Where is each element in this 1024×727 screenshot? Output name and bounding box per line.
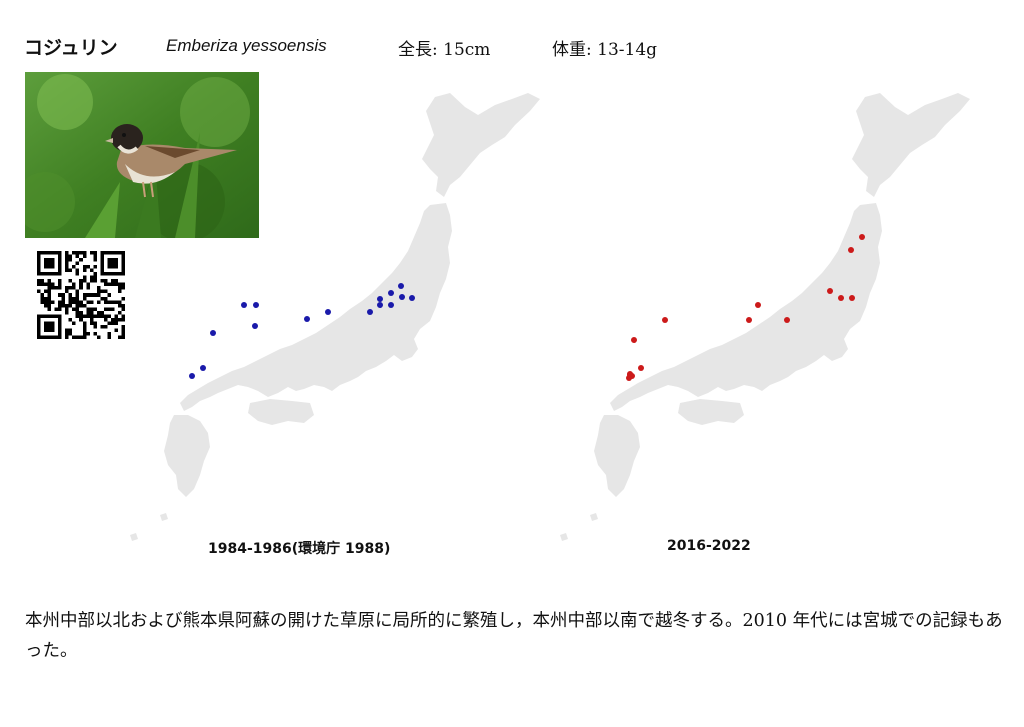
record-dot bbox=[755, 302, 761, 308]
record-dot bbox=[838, 295, 844, 301]
map-caption-2016-2022: 2016-2022 bbox=[667, 538, 751, 554]
species-name-scientific: Emberiza yessoensis bbox=[166, 36, 327, 55]
record-dot bbox=[377, 302, 383, 308]
record-dot bbox=[252, 323, 258, 329]
japan-map bbox=[130, 93, 540, 541]
record-dot bbox=[849, 295, 855, 301]
record-dot bbox=[398, 283, 404, 289]
record-dot bbox=[388, 302, 394, 308]
species-length: 全長: 15cm bbox=[398, 40, 491, 60]
species-name-japanese: コジュリン bbox=[24, 37, 118, 59]
record-dot bbox=[210, 330, 216, 336]
record-dot bbox=[253, 302, 259, 308]
species-description: 本州中部以北および熊本県阿蘇の開けた草原に局所的に繁殖し，本州中部以南で越冬する… bbox=[25, 611, 1003, 661]
land-region bbox=[560, 533, 568, 541]
record-dot bbox=[367, 309, 373, 315]
bird-photo bbox=[25, 72, 259, 238]
record-dot bbox=[662, 317, 668, 323]
record-dot bbox=[325, 309, 331, 315]
land-region bbox=[130, 533, 138, 541]
record-dot bbox=[409, 295, 415, 301]
record-dot bbox=[827, 288, 833, 294]
land-region bbox=[678, 399, 744, 425]
record-dot bbox=[848, 247, 854, 253]
record-dot bbox=[746, 317, 752, 323]
qr-code[interactable] bbox=[37, 251, 125, 339]
record-dot bbox=[241, 302, 247, 308]
land-region bbox=[248, 399, 314, 425]
land-region bbox=[180, 203, 452, 411]
record-dot bbox=[784, 317, 790, 323]
land-region bbox=[594, 415, 640, 497]
record-dot bbox=[859, 234, 865, 240]
japan-map bbox=[560, 93, 970, 541]
record-dot bbox=[304, 316, 310, 322]
distribution-map-2016-2022 bbox=[530, 85, 1000, 545]
map-caption-1984-1986: 1984-1986(環境庁 1988) bbox=[208, 541, 391, 557]
species-weight: 体重: 13-14g bbox=[552, 40, 658, 60]
record-dot bbox=[377, 296, 383, 302]
land-region bbox=[590, 513, 598, 521]
record-dot bbox=[638, 365, 644, 371]
land-region bbox=[852, 93, 970, 197]
record-dot bbox=[200, 365, 206, 371]
land-region bbox=[160, 513, 168, 521]
record-dot bbox=[388, 290, 394, 296]
record-dot bbox=[189, 373, 195, 379]
record-dot bbox=[631, 337, 637, 343]
land-region bbox=[610, 203, 882, 411]
land-region bbox=[164, 415, 210, 497]
distribution-map-1984-1986 bbox=[100, 85, 570, 545]
species-header: コジュリン Emberiza yessoensis 全長: 15cm 体重: 1… bbox=[24, 30, 1004, 62]
record-dot bbox=[627, 371, 633, 377]
record-dot bbox=[399, 294, 405, 300]
land-region bbox=[422, 93, 540, 197]
